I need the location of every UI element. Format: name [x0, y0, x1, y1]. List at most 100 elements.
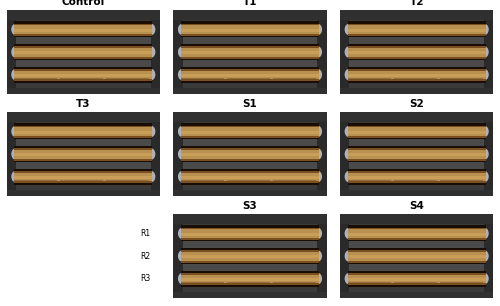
Bar: [174, 112, 182, 196]
Bar: [174, 112, 326, 122]
Ellipse shape: [178, 148, 187, 160]
Ellipse shape: [480, 24, 488, 35]
FancyBboxPatch shape: [348, 24, 486, 25]
FancyBboxPatch shape: [14, 138, 152, 140]
Ellipse shape: [480, 171, 488, 182]
FancyBboxPatch shape: [348, 183, 486, 185]
Text: S4: S4: [409, 201, 424, 211]
FancyBboxPatch shape: [181, 261, 319, 263]
FancyBboxPatch shape: [181, 283, 319, 285]
FancyBboxPatch shape: [348, 230, 486, 238]
Bar: [349, 140, 484, 146]
FancyBboxPatch shape: [181, 44, 319, 46]
Ellipse shape: [178, 228, 187, 239]
FancyBboxPatch shape: [181, 230, 319, 238]
FancyBboxPatch shape: [181, 135, 224, 136]
FancyBboxPatch shape: [181, 78, 224, 79]
FancyBboxPatch shape: [348, 79, 486, 81]
FancyBboxPatch shape: [181, 273, 319, 274]
Text: R2: R2: [140, 252, 150, 260]
Ellipse shape: [12, 46, 20, 58]
FancyBboxPatch shape: [106, 135, 150, 136]
Ellipse shape: [480, 273, 488, 285]
Bar: [151, 112, 160, 196]
Ellipse shape: [344, 171, 354, 182]
FancyBboxPatch shape: [14, 161, 152, 162]
Bar: [174, 292, 326, 298]
FancyBboxPatch shape: [14, 34, 152, 36]
FancyBboxPatch shape: [106, 180, 150, 181]
Bar: [318, 112, 326, 196]
Text: S3: S3: [242, 201, 258, 211]
FancyBboxPatch shape: [348, 180, 391, 181]
Bar: [151, 10, 160, 94]
FancyBboxPatch shape: [181, 181, 319, 183]
FancyBboxPatch shape: [14, 29, 152, 32]
FancyBboxPatch shape: [348, 136, 486, 138]
FancyBboxPatch shape: [348, 78, 391, 79]
FancyBboxPatch shape: [14, 173, 152, 181]
Bar: [6, 10, 16, 94]
Ellipse shape: [313, 69, 322, 80]
FancyBboxPatch shape: [348, 273, 486, 274]
FancyBboxPatch shape: [181, 146, 319, 148]
FancyBboxPatch shape: [348, 228, 486, 230]
FancyBboxPatch shape: [348, 51, 486, 54]
FancyBboxPatch shape: [348, 161, 486, 162]
Ellipse shape: [12, 69, 20, 80]
FancyBboxPatch shape: [181, 285, 319, 286]
FancyBboxPatch shape: [181, 148, 319, 150]
Ellipse shape: [344, 69, 354, 80]
Bar: [174, 214, 326, 224]
FancyBboxPatch shape: [348, 250, 486, 252]
FancyBboxPatch shape: [348, 278, 486, 281]
Ellipse shape: [313, 24, 322, 35]
FancyBboxPatch shape: [348, 146, 486, 148]
Ellipse shape: [344, 250, 354, 262]
Ellipse shape: [146, 24, 156, 35]
FancyBboxPatch shape: [348, 48, 486, 57]
FancyBboxPatch shape: [348, 71, 486, 79]
FancyBboxPatch shape: [181, 57, 319, 59]
FancyBboxPatch shape: [14, 159, 152, 161]
FancyBboxPatch shape: [348, 74, 486, 77]
Ellipse shape: [146, 171, 156, 182]
FancyBboxPatch shape: [181, 81, 319, 83]
Bar: [349, 37, 484, 44]
Ellipse shape: [344, 273, 354, 285]
Bar: [6, 10, 160, 20]
FancyBboxPatch shape: [348, 125, 486, 128]
FancyBboxPatch shape: [348, 283, 486, 285]
FancyBboxPatch shape: [181, 136, 319, 138]
FancyBboxPatch shape: [181, 176, 319, 179]
FancyBboxPatch shape: [348, 248, 486, 250]
Ellipse shape: [344, 228, 354, 239]
FancyBboxPatch shape: [348, 255, 486, 258]
Bar: [182, 140, 318, 146]
FancyBboxPatch shape: [181, 183, 319, 185]
FancyBboxPatch shape: [348, 271, 486, 273]
FancyBboxPatch shape: [181, 161, 319, 162]
Bar: [340, 292, 494, 298]
FancyBboxPatch shape: [181, 255, 319, 258]
Text: R3: R3: [140, 274, 150, 283]
Bar: [349, 241, 484, 248]
FancyBboxPatch shape: [14, 46, 152, 48]
FancyBboxPatch shape: [60, 180, 104, 181]
FancyBboxPatch shape: [348, 274, 486, 283]
FancyBboxPatch shape: [14, 78, 58, 79]
FancyBboxPatch shape: [348, 57, 486, 59]
FancyBboxPatch shape: [181, 74, 319, 77]
Ellipse shape: [12, 125, 20, 137]
FancyBboxPatch shape: [181, 169, 319, 171]
FancyBboxPatch shape: [14, 153, 152, 156]
Text: T2: T2: [410, 0, 424, 7]
FancyBboxPatch shape: [181, 128, 319, 136]
FancyBboxPatch shape: [181, 159, 319, 161]
FancyBboxPatch shape: [440, 180, 482, 181]
Ellipse shape: [178, 125, 187, 137]
FancyBboxPatch shape: [273, 78, 316, 79]
FancyBboxPatch shape: [181, 79, 319, 81]
FancyBboxPatch shape: [60, 135, 104, 136]
Bar: [182, 264, 318, 271]
